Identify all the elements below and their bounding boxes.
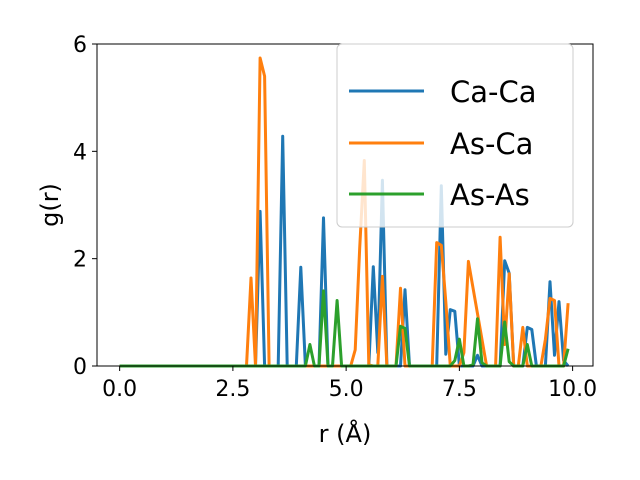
x-tick-label: 5.0 bbox=[329, 377, 364, 402]
y-tick-label: 2 bbox=[73, 248, 87, 273]
legend: Ca-Ca As-Ca As-As bbox=[336, 43, 574, 228]
x-tick-label: 10.0 bbox=[548, 377, 597, 402]
y-axis-label: g(r) bbox=[36, 183, 64, 227]
y-tick-label: 0 bbox=[73, 355, 87, 380]
tick-layer: 0.0 2.5 5.0 7.5 10.0 0 2 4 6 bbox=[73, 33, 597, 402]
legend-label-as-as: As-As bbox=[450, 178, 530, 212]
x-tick-label: 2.5 bbox=[215, 377, 250, 402]
legend-label-ca-ca: Ca-Ca bbox=[450, 75, 537, 109]
y-tick-label: 6 bbox=[73, 33, 87, 58]
x-tick-label: 7.5 bbox=[442, 377, 477, 402]
y-tick-label: 4 bbox=[73, 140, 87, 165]
x-tick-label: 0.0 bbox=[102, 377, 137, 402]
x-axis-label: r (Å) bbox=[319, 419, 372, 448]
legend-label-as-ca: As-Ca bbox=[450, 127, 533, 161]
